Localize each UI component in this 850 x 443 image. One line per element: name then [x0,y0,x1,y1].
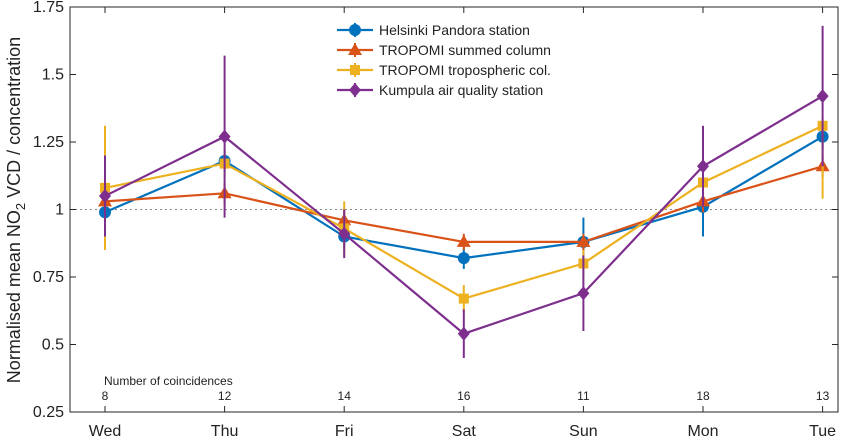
y-tick-label: 0.25 [33,404,64,421]
x-tick-label: Wed [89,423,122,438]
data-point [816,89,829,104]
x-tick-label: Sun [569,423,597,438]
data-point [99,189,111,203]
legend-label: TROPOMI tropospheric col. [379,62,551,78]
y-tick-label: 1 [55,202,64,219]
legend-marker [349,24,361,36]
y-axis-label-subscript: 2 [13,203,28,210]
coincidence-counts: 8 12 14 16 11 18 13 [102,389,830,403]
x-tick-label: Mon [687,423,718,438]
coincidence-count: 18 [696,389,710,403]
data-point [456,234,471,247]
legend-label: TROPOMI summed column [379,42,551,58]
legend: Helsinki Pandora station TROPOMI summed c… [329,15,597,107]
coincidence-count: 13 [816,389,830,403]
legend-box [329,15,597,107]
y-tick-label: 1.5 [42,67,64,84]
series-layer [98,25,830,358]
data-point [576,234,591,247]
coincidence-count: 12 [218,389,232,403]
coincidence-count: 14 [338,389,352,403]
coincidence-count: 8 [102,389,109,403]
data-point [457,252,470,265]
series-group [99,25,829,358]
data-point [218,129,231,144]
data-point [457,326,470,341]
data-point [458,293,469,304]
legend-marker [349,83,361,97]
y-tick-label: 0.5 [42,337,64,354]
y-axis-label-prefix: Normalised mean NO [4,210,24,383]
x-tick-label: Fri [335,423,354,438]
y-tick-label: 0.75 [33,269,64,286]
x-tick-label: Tue [809,423,836,438]
legend-label: Helsinki Pandora station [379,22,530,38]
coincidences-label: Number of coincidences [104,374,233,388]
x-tick-label: Sat [452,423,477,438]
data-point [338,226,351,241]
y-tick-label: 1.75 [33,0,64,16]
x-axis-ticks: Wed Thu Fri Sat Sun Mon Tue [89,7,836,440]
y-axis-label: Normalised mean NO2 VCD / concentration [4,37,28,383]
y-axis-label-suffix: VCD / concentration [4,37,24,203]
legend-marker [348,43,362,55]
y-axis-ticks: 0.25 0.5 0.75 1 1.25 1.5 1.75 [33,0,838,421]
legend-marker [350,65,360,75]
data-point [577,286,590,301]
coincidence-count: 11 [577,389,590,403]
x-tick-label: Thu [211,423,239,438]
data-point [697,159,709,174]
legend-label: Kumpula air quality station [379,82,543,98]
y-tick-label: 1.25 [33,134,64,151]
coincidence-count: 16 [457,389,471,403]
